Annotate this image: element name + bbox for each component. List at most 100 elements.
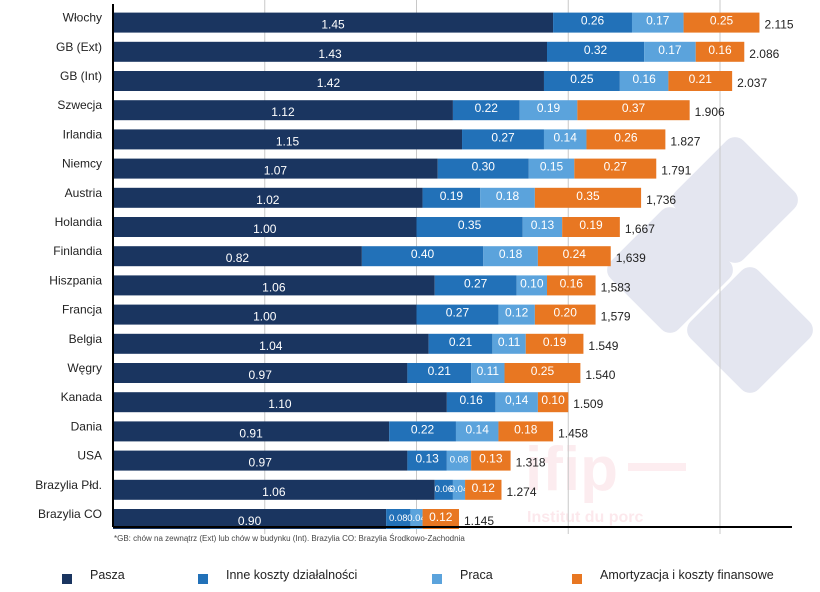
category-label: Austria <box>65 186 103 200</box>
data-label: 0.26 <box>614 130 638 144</box>
bar-segment <box>113 450 408 471</box>
data-label: 1.02 <box>256 193 280 207</box>
bar-segment <box>386 509 411 529</box>
category-label: Hiszpania <box>49 273 102 287</box>
legend-item-praca: Praca <box>432 568 493 584</box>
bar-segment <box>113 363 408 383</box>
legend-item-inne: Inne koszty działalności <box>198 568 357 584</box>
data-label: 0.08 <box>389 513 408 524</box>
legend-swatch <box>432 574 442 584</box>
data-label: 0.24 <box>563 247 587 261</box>
bar-segment <box>553 12 632 33</box>
bar-segment <box>113 246 362 267</box>
bar-segment <box>422 509 459 529</box>
bar-segment <box>619 71 669 91</box>
bar-segment <box>644 41 696 62</box>
category-label: Holandia <box>55 215 103 229</box>
logo-diamond <box>607 207 733 333</box>
bar-segment <box>471 363 505 383</box>
bar-segment <box>416 304 499 325</box>
watermark-bar <box>628 463 686 471</box>
bar-segment <box>528 158 575 179</box>
data-label: 0.16 <box>708 43 732 57</box>
data-label: 0.11 <box>477 364 500 378</box>
total-label: 1.549 <box>588 339 618 353</box>
data-label: 0.25 <box>570 72 594 86</box>
legend-label: Praca <box>460 568 493 582</box>
bar-segment <box>446 392 496 413</box>
legend-label: Inne koszty działalności <box>226 568 358 582</box>
data-label: 0.22 <box>475 101 499 115</box>
category-label: Finlandia <box>53 244 102 258</box>
data-label: 1.45 <box>321 18 345 32</box>
legend-item-amortyzacja: Amortyzacja i koszty finansowe <box>572 568 774 584</box>
bar-segment <box>562 217 620 237</box>
legend-swatch <box>572 574 582 584</box>
data-label: 0.21 <box>689 72 713 86</box>
data-label: 0.13 <box>479 452 503 466</box>
data-label: 1.42 <box>317 76 341 90</box>
total-label: 1.509 <box>573 397 603 411</box>
data-label: 0.10 <box>541 393 565 407</box>
data-label: 0.12 <box>505 306 529 320</box>
legend-label: Pasza <box>90 568 125 582</box>
data-label: 0,14 <box>505 393 529 407</box>
total-label: 1.145 <box>464 514 494 528</box>
data-label: 0.19 <box>543 335 567 349</box>
data-label: 0.13 <box>415 452 439 466</box>
category-label: USA <box>77 449 102 463</box>
total-label: 1,639 <box>616 251 646 265</box>
bar-segment <box>574 158 657 179</box>
data-label: 0.27 <box>464 276 488 290</box>
bar-segment <box>547 275 596 296</box>
bar-segment <box>113 187 423 208</box>
bar-segment <box>495 392 538 413</box>
category-label: Irlandia <box>63 127 103 141</box>
data-label: 0.27 <box>604 160 628 174</box>
data-label: 1.00 <box>253 222 277 236</box>
bar-segment <box>537 392 569 413</box>
category-label: Belgia <box>69 332 103 346</box>
data-label: 0.17 <box>658 43 682 57</box>
data-label: 0.10 <box>520 276 544 290</box>
bar-segment <box>547 41 645 62</box>
total-label: 1,583 <box>601 280 631 294</box>
bar-segment <box>452 479 466 500</box>
data-label: 0.12 <box>429 510 453 524</box>
data-label: 0.30 <box>472 160 496 174</box>
legend-swatch <box>198 574 208 584</box>
data-label: 0.15 <box>540 160 564 174</box>
category-label: Węgry <box>67 361 102 375</box>
bar-segment <box>543 129 587 150</box>
data-label: 0.18 <box>499 247 523 261</box>
total-label: 1,736 <box>646 193 676 207</box>
bar-segment <box>113 479 435 500</box>
data-label: 0.90 <box>238 514 262 528</box>
bar-segment <box>452 100 520 121</box>
data-label: 0.14 <box>554 130 578 144</box>
bar-segment <box>422 187 481 208</box>
total-label: 1,579 <box>601 310 631 324</box>
data-label: 1.00 <box>253 310 277 324</box>
data-label: 0.20 <box>554 306 578 320</box>
total-label: 1.458 <box>558 426 588 440</box>
category-label: GB (Ext) <box>56 40 102 54</box>
bar-segment <box>471 450 511 471</box>
data-label: 0.18 <box>514 422 538 436</box>
bar-segment <box>534 187 642 208</box>
bar-segment <box>113 12 554 33</box>
data-label: 0.21 <box>428 364 452 378</box>
bar-segment <box>519 100 578 121</box>
bar-segment <box>113 100 453 121</box>
category-label: Kanada <box>61 390 103 404</box>
data-label: 0.11 <box>498 335 521 349</box>
data-label: 0.35 <box>458 218 482 232</box>
data-label: 1.10 <box>268 397 292 411</box>
bar-segment <box>525 333 584 354</box>
category-label: Niemcy <box>62 157 102 171</box>
bar-segment <box>113 333 429 354</box>
category-label: Dania <box>71 419 103 433</box>
bar-segment <box>113 217 417 237</box>
total-label: 2.115 <box>764 18 793 32</box>
